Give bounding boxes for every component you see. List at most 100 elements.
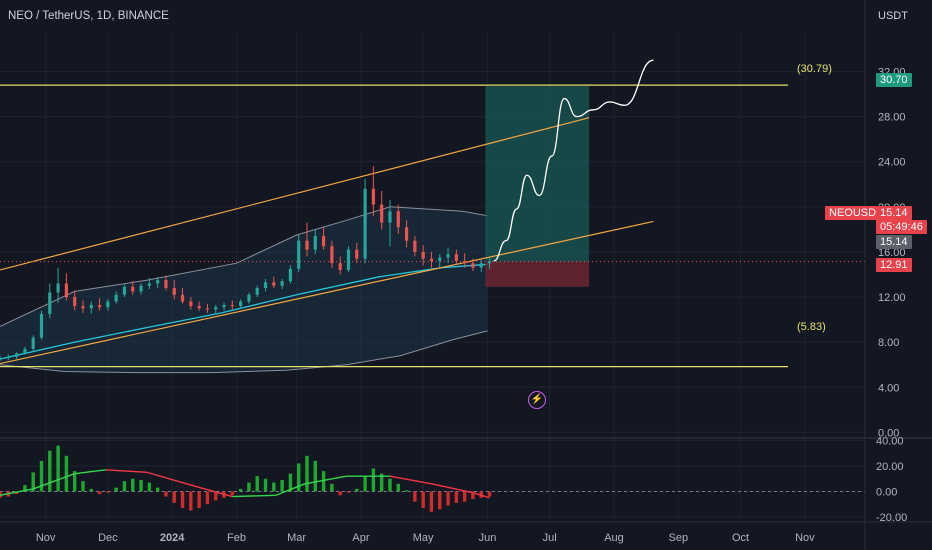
currency-label[interactable]: USDT <box>878 10 908 22</box>
osc-bar <box>355 488 359 492</box>
osc-bar <box>155 487 160 492</box>
osc-bar <box>404 490 409 492</box>
osc-bar <box>338 491 342 496</box>
osc-bar <box>114 487 118 492</box>
candle-body <box>346 249 351 270</box>
osc-bar <box>438 491 442 510</box>
osc-signal-segment <box>32 472 75 490</box>
x-tick-label: Oct <box>732 532 749 544</box>
osc-bar <box>462 491 467 502</box>
candle-body <box>180 294 185 302</box>
candle-body <box>446 254 450 258</box>
candle <box>230 300 234 310</box>
candle-body <box>139 285 143 292</box>
level-label-high: (30.79) <box>797 63 832 75</box>
osc-bar <box>371 468 376 492</box>
osc-y-tick-label: -20.00 <box>876 512 907 524</box>
osc-signal-segment <box>232 494 276 498</box>
osc-bar <box>230 491 235 496</box>
candle-body <box>371 188 375 205</box>
candle-body <box>297 240 301 269</box>
x-tick-label: Jul <box>543 532 557 544</box>
lightning-icon[interactable]: ⚡ <box>528 391 546 409</box>
target-zone <box>485 86 590 262</box>
stop-zone <box>485 261 590 287</box>
candle <box>122 284 127 298</box>
osc-bar <box>471 491 475 500</box>
candle <box>205 303 210 313</box>
candle <box>263 278 268 292</box>
candle-body <box>197 306 201 309</box>
candle-body <box>487 261 492 264</box>
candle <box>0 355 2 362</box>
osc-bar <box>131 478 135 492</box>
candle-body <box>189 301 193 307</box>
osc-bar <box>189 491 193 511</box>
osc-bar <box>288 473 293 492</box>
osc-bar <box>321 471 326 492</box>
candle <box>64 273 68 301</box>
candle <box>413 236 417 257</box>
osc-bar <box>272 482 276 492</box>
osc-bar <box>122 481 127 492</box>
x-tick-label: May <box>413 532 434 544</box>
osc-bar <box>214 491 218 501</box>
candle-body <box>73 297 77 307</box>
osc-signal-segment <box>190 484 233 498</box>
osc-bar <box>413 491 417 502</box>
x-tick-label: Apr <box>352 532 369 544</box>
candle-body <box>205 308 210 310</box>
candle <box>463 253 467 268</box>
candle-body <box>131 286 135 292</box>
candle <box>305 222 309 257</box>
candle <box>189 297 193 310</box>
osc-bar <box>139 480 143 492</box>
candle-body <box>247 294 251 302</box>
osc-bar <box>72 471 77 492</box>
candle <box>355 242 359 264</box>
candle <box>429 251 434 268</box>
x-tick-label: Mar <box>287 532 306 544</box>
osc-bar <box>346 491 351 493</box>
candle-body <box>56 283 60 293</box>
candle-body <box>172 288 176 295</box>
osc-bar <box>305 455 309 492</box>
candle-body <box>156 280 160 284</box>
candle-body <box>222 304 226 308</box>
candle-body <box>438 257 442 261</box>
candle <box>31 335 35 352</box>
osc-bar <box>421 491 425 508</box>
osc-bar <box>147 482 152 492</box>
osc-signal-segment <box>431 483 474 494</box>
osc-bar <box>172 491 176 503</box>
candle <box>371 166 375 216</box>
channel-lower-line <box>0 220 654 365</box>
osc-bar <box>39 460 44 492</box>
x-tick-label: Feb <box>227 532 246 544</box>
candle-body <box>355 249 359 259</box>
osc-bar <box>56 445 60 492</box>
candle <box>81 300 85 313</box>
stop-price-tag: 12.91 <box>876 258 912 272</box>
candle <box>313 229 317 255</box>
candle <box>106 299 110 311</box>
candle <box>330 240 334 268</box>
candle <box>73 290 77 311</box>
x-tick-label: Nov <box>36 532 56 544</box>
x-tick-label: Jun <box>479 532 497 544</box>
x-tick-label: Aug <box>604 532 624 544</box>
candle <box>346 246 351 273</box>
candle-body <box>404 227 409 241</box>
candle-body <box>413 240 417 252</box>
candle-body <box>321 236 326 247</box>
candle-body <box>421 251 425 259</box>
candle-body <box>81 306 85 309</box>
position-zones <box>485 86 590 287</box>
trend-lines <box>0 84 865 368</box>
osc-bar <box>280 480 284 492</box>
osc-bar <box>330 483 334 492</box>
osc-bar <box>48 450 52 492</box>
candle-body <box>39 313 44 338</box>
candle-body <box>396 211 400 228</box>
